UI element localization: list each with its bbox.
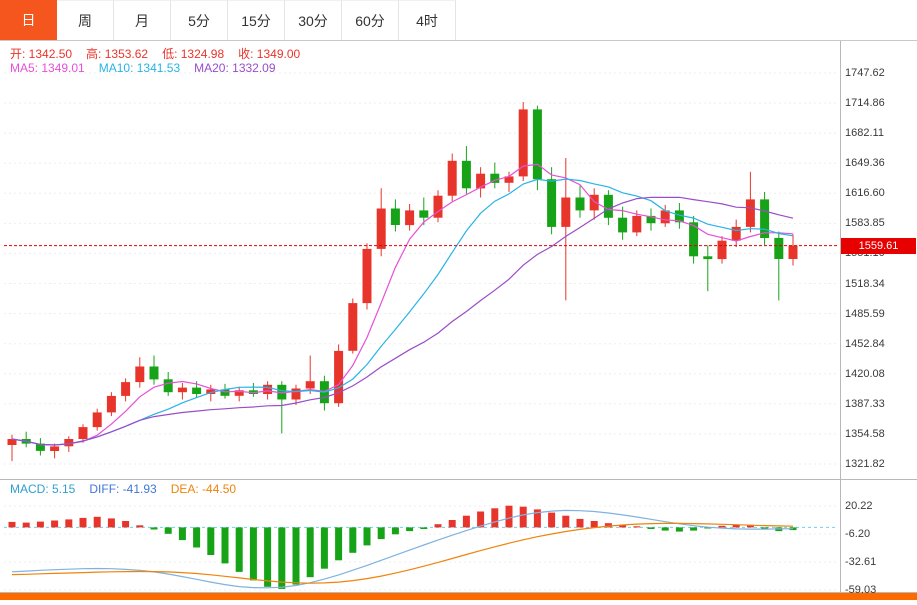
macd-axis-label: -59.03 — [845, 584, 877, 596]
ohlc-close: 收: 1349.00 — [238, 47, 301, 61]
price-axis-label: 1452.84 — [845, 337, 885, 350]
macd-axis-label: -6.20 — [845, 528, 871, 540]
macd-diff: DIFF: -41.93 — [89, 482, 157, 496]
period-tabbar: 日周月 5分 15分 30分 60分 4时 — [0, 0, 917, 40]
period-tab-5min[interactable]: 5分 — [171, 0, 228, 40]
price-axis-label: 1583.85 — [845, 217, 885, 230]
price-axis-label: 1420.08 — [845, 367, 885, 380]
ma-ma10: MA10: 1341.53 — [98, 61, 181, 75]
price-axis-label: 1485.59 — [845, 307, 885, 320]
price-axis-label: 1518.34 — [845, 277, 885, 290]
period-tab-15min[interactable]: 15分 — [228, 0, 285, 40]
macd-dea: DEA: -44.50 — [170, 482, 237, 496]
price-axis-label: 1616.60 — [845, 187, 885, 200]
ma-ma5: MA5: 1349.01 — [10, 61, 85, 75]
period-tab-week[interactable]: 周 — [57, 0, 114, 40]
last-price-tag: 1559.61 — [841, 237, 916, 254]
price-axis-label: 1387.33 — [845, 397, 885, 410]
ma-info-row: MA5: 1349.01 MA10: 1341.53 MA20: 1332.09 — [10, 61, 276, 75]
price-axis-label: 1747.62 — [845, 67, 885, 79]
macd-info-row: MACD: 5.15 DIFF: -41.93 DEA: -44.50 — [10, 482, 236, 496]
macd-axis-label: 20.22 — [845, 500, 873, 512]
period-tab-day[interactable]: 日 — [0, 0, 57, 40]
period-tab-60min[interactable]: 60分 — [342, 0, 399, 40]
ohlc-open: 开: 1342.50 — [10, 47, 73, 61]
period-tab-30min[interactable]: 30分 — [285, 0, 342, 40]
price-axis-label: 1682.11 — [845, 127, 884, 140]
period-tab-month[interactable]: 月 — [114, 0, 171, 40]
price-axis-label: 1321.82 — [845, 458, 885, 470]
price-axis-label: 1649.36 — [845, 157, 885, 170]
macd-macd: MACD: 5.15 — [10, 482, 76, 496]
price-axis-label: 1354.58 — [845, 427, 885, 440]
bottom-orange-bar — [0, 593, 917, 600]
period-tab-4hour[interactable]: 4时 — [399, 0, 456, 40]
kline-canvas[interactable] — [0, 41, 917, 593]
ohlc-high: 高: 1353.62 — [86, 47, 149, 61]
chart-region: 开: 1342.50 高: 1353.62 低: 1324.98 收: 1349.00… — [0, 40, 917, 596]
macd-axis-label: -32.61 — [845, 556, 877, 568]
price-axis-label: 1714.86 — [845, 97, 885, 110]
ma-ma20: MA20: 1332.09 — [194, 61, 276, 75]
ohlc-low: 低: 1324.98 — [162, 47, 225, 61]
ohlc-info-row: 开: 1342.50 高: 1353.62 低: 1324.98 收: 1349.00 — [10, 45, 300, 62]
